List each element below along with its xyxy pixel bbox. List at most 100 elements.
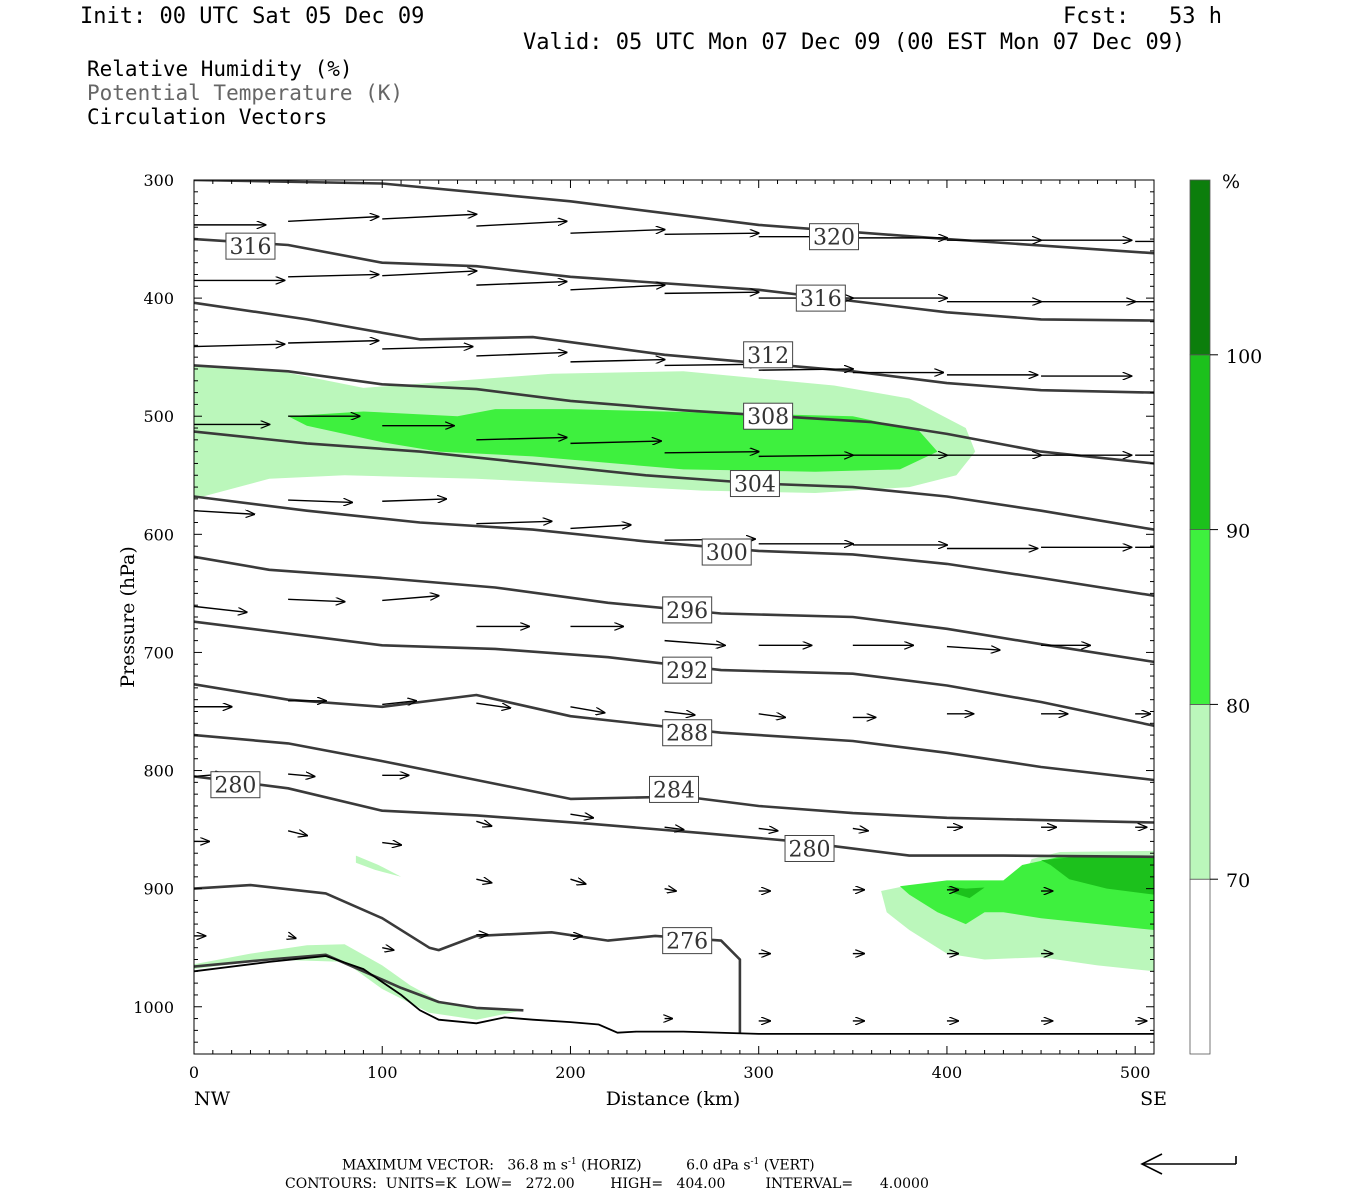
colorbar-segment-3: [1189, 354, 1211, 530]
circulation-vector: [476, 821, 491, 826]
circulation-vector: [287, 831, 307, 836]
circulation-vector: [570, 230, 664, 234]
y-tick-label-600: 600: [143, 525, 174, 544]
contour-label-276-13: 276: [662, 927, 713, 955]
theta-contour-312-3: [194, 301, 1154, 394]
circulation-vector: [664, 711, 695, 715]
svg-text:316: 316: [800, 287, 842, 312]
svg-text:296: 296: [666, 599, 708, 624]
contour-label-280-11: 280: [210, 771, 261, 799]
vert-tag: (VERT): [763, 1157, 815, 1174]
contour-label-292-8: 292: [662, 656, 713, 684]
x-tick-label-0: 0: [189, 1063, 199, 1082]
circulation-vector: [664, 889, 676, 891]
rh-shading: [194, 366, 1154, 1020]
x-tick-label-500: 500: [1120, 1063, 1151, 1082]
colorbar: 70 80 90 100%: [1189, 171, 1262, 1055]
x-tick-label-300: 300: [743, 1063, 774, 1082]
svg-text:300: 300: [706, 541, 748, 566]
circulation-vector: [476, 282, 566, 286]
colorbar-label-80: 80: [1226, 695, 1250, 717]
circulation-vector: [288, 599, 344, 601]
theta-contour-276-13: [194, 883, 742, 1034]
circulation-vector: [570, 525, 630, 529]
circulation-vector: [288, 217, 378, 223]
x-tick-label-200: 200: [555, 1063, 586, 1082]
contour-label-284-10: 284: [649, 775, 699, 803]
x-axis-title: Distance (km): [606, 1088, 741, 1110]
svg-text:316: 316: [229, 235, 271, 260]
colorbar-label-90: 90: [1226, 521, 1250, 543]
svg-text:308: 308: [747, 405, 789, 430]
svg-text:276: 276: [666, 930, 708, 955]
contour-label-296-7: 296: [662, 596, 713, 624]
valid-time: Valid: 05 UTC Mon 07 Dec 09 (00 EST Mon …: [523, 30, 1186, 55]
circulation-vector: [382, 271, 476, 277]
colorbar-unit: %: [1222, 171, 1240, 193]
circulation-vector: [382, 347, 472, 349]
svg-text:280: 280: [214, 774, 256, 799]
contour-label-316-2: 316: [795, 284, 846, 312]
contour-label-304-5: 304: [729, 470, 780, 498]
init-time: Init: 00 UTC Sat 05 Dec 09: [80, 4, 425, 29]
svg-text:288: 288: [666, 722, 708, 747]
colorbar-segment-4: [1189, 179, 1211, 356]
circulation-vector: [476, 352, 566, 356]
circulation-vector: [382, 596, 438, 602]
colorbar-label-100: 100: [1226, 346, 1262, 368]
contour-label-300-6: 300: [701, 538, 752, 566]
y-axis-title: Pressure (hPa): [117, 546, 139, 688]
x-tick-label-100: 100: [367, 1063, 398, 1082]
circulation-vector: [382, 701, 416, 705]
contour-label-320-0: 320: [809, 223, 859, 251]
contour-label-312-3: 312: [743, 341, 794, 369]
theta-contour-320-0: [194, 180, 1154, 255]
contour-label-288-9: 288: [662, 719, 713, 747]
circulation-vector: [852, 828, 868, 830]
theta-contour-280-11: [194, 775, 1154, 859]
circulation-vector: [476, 521, 551, 523]
svg-text:304: 304: [734, 473, 776, 498]
circulation-vector: [476, 437, 566, 439]
x-axis: 0 100 200 300 400 500: [189, 180, 1151, 1082]
y-tick-label-400: 400: [143, 289, 174, 308]
theta-contour-300-6: [194, 495, 1154, 597]
rh-region-70-3: [194, 944, 524, 1020]
circulation-vector: [288, 936, 296, 938]
circulation-vector: [570, 360, 664, 362]
circulation-vector: [288, 500, 352, 502]
svg-text:292: 292: [666, 659, 708, 684]
vector-field-title: Circulation Vectors: [87, 105, 328, 129]
max-vector-label: MAXIMUM VECTOR:: [342, 1157, 494, 1174]
vert-unit-exponent: -1: [750, 1157, 760, 1167]
x-axis-left-label: NW: [194, 1088, 231, 1110]
max-horiz-value: 36.8 m s: [507, 1157, 568, 1174]
circulation-vector: [664, 233, 759, 234]
circulation-vector: [570, 706, 604, 713]
circulation-vector: [476, 702, 510, 708]
surface-line: [194, 955, 1154, 1035]
circulation-vector: [382, 214, 476, 220]
circulation-vector: [758, 455, 853, 456]
circulation-vector: [758, 828, 778, 830]
y-tick-label-1000: 1000: [133, 998, 174, 1017]
circulation-vector: [570, 441, 660, 443]
circulation-vector: [288, 274, 378, 276]
y-axis: 300 400 500 600 700 800 900 1000: [133, 171, 1154, 1055]
circulation-vector: [570, 879, 585, 884]
circulation-vector: [664, 292, 759, 293]
max-vector-line: MAXIMUM VECTOR: 36.8 m s -1 (HORIZ) 6.0 d…: [342, 1157, 815, 1174]
circulation-vector: [194, 344, 284, 346]
circulation-vector: [758, 369, 853, 370]
circulation-vector: [664, 364, 759, 365]
theta-contours: [194, 180, 1154, 1034]
circulation-vector: [946, 647, 1000, 651]
colorbar-segment-1: [1189, 704, 1211, 880]
circulation-vectors: [194, 214, 1154, 1021]
circulation-vector: [382, 499, 446, 501]
circulation-vector: [382, 843, 401, 845]
max-vert-value: 6.0 dPa s: [686, 1157, 751, 1174]
horiz-tag: (HORIZ): [581, 1157, 642, 1174]
theta-contour-316-1: [194, 237, 1154, 322]
